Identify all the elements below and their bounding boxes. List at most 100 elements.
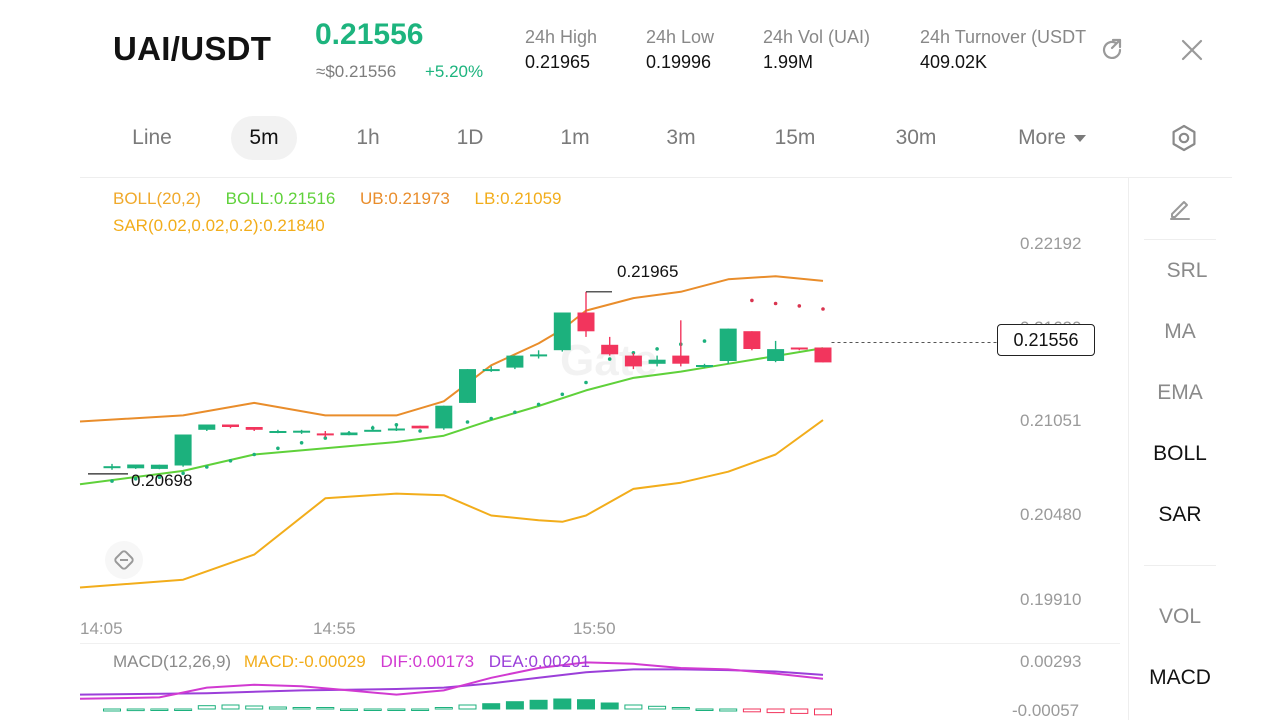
macd-histogram-bar — [766, 708, 785, 714]
candle-body — [387, 428, 405, 431]
settings-icon — [1172, 124, 1196, 152]
y-axis-label: 0.21051 — [1020, 411, 1082, 430]
macd-histogram-bar — [434, 707, 453, 710]
boll-upper-line — [79, 275, 824, 423]
drawing-tool-icon — [114, 550, 134, 570]
dea-value: DEA:0.00201 — [488, 652, 590, 671]
sidebar-item-ma[interactable]: MA — [1164, 320, 1196, 343]
stat-turnover-value: 409.02K — [920, 52, 988, 72]
sar-dot — [536, 402, 541, 407]
last-price: 0.21556 — [315, 18, 424, 51]
macd-histogram-bar — [742, 708, 761, 713]
macd-histogram-bar — [316, 707, 335, 710]
macd-histogram-bar — [671, 707, 690, 710]
macd-histogram-bar — [790, 708, 809, 714]
boll-mid-value: BOLL:0.21516 — [225, 189, 336, 208]
sar-dot — [821, 307, 825, 311]
macd-histogram-bar — [197, 705, 216, 710]
sar-dot — [276, 446, 280, 451]
candle-body — [103, 466, 121, 469]
sar-dot — [299, 441, 304, 445]
boll-lb-value: LB:0.21059 — [474, 189, 562, 208]
macd-histogram-bar — [648, 705, 667, 710]
y-axis-label: 0.22192 — [1020, 234, 1082, 253]
candle-body — [411, 425, 429, 429]
sar-dot — [702, 339, 707, 343]
tab-30m[interactable]: 30m — [895, 126, 937, 149]
share-button[interactable] — [1096, 34, 1128, 66]
sidebar-item-vol[interactable]: VOL — [1158, 605, 1202, 628]
chart-tool-button[interactable] — [105, 541, 143, 579]
boll-lower-line — [79, 419, 824, 589]
sidebar-divider — [1128, 178, 1129, 720]
macd-histogram-bar — [624, 704, 643, 710]
tab-15m[interactable]: 15m — [774, 126, 816, 149]
sar-dot — [631, 351, 636, 355]
candle-body — [364, 429, 382, 432]
caret-down-icon — [1073, 135, 1086, 142]
sar-dot — [228, 459, 233, 463]
sar-dot — [750, 298, 754, 303]
sidebar-separator — [1144, 565, 1216, 566]
candle-body — [577, 312, 595, 332]
macd-histogram-bar — [174, 708, 193, 711]
tab-5m[interactable]: 5m — [231, 116, 297, 160]
sidebar-item-srl[interactable]: SRL — [1166, 259, 1208, 282]
sar-dot — [181, 471, 185, 476]
candle-body — [696, 365, 713, 367]
macd-indicator-row: MACD(12,26,9) MACD:-0.00029 DIF:0.00173 … — [113, 652, 590, 672]
tabs-divider — [80, 177, 1232, 178]
candle-body — [814, 347, 832, 363]
draw-button[interactable] — [1162, 193, 1198, 223]
tab-3m[interactable]: 3m — [666, 126, 696, 149]
candle-body — [293, 430, 311, 433]
sar-dot — [323, 436, 328, 440]
boll-ub-value: UB:0.21973 — [360, 189, 450, 208]
macd-divider — [80, 643, 1120, 644]
macd-histogram-bar — [411, 708, 430, 711]
macd-histogram-bar — [814, 708, 832, 716]
tab-1m[interactable]: 1m — [560, 126, 590, 149]
sar-dot — [205, 465, 209, 469]
sar-dot — [157, 475, 162, 480]
sar-dot — [513, 410, 517, 415]
macd-y-label: 0.00293 — [1020, 652, 1082, 671]
macd-histogram-bar — [363, 708, 382, 711]
sidebar-item-ema[interactable]: EMA — [1157, 381, 1203, 404]
candle-body — [530, 354, 548, 357]
candle-body — [245, 427, 263, 430]
sar-dot — [773, 301, 778, 306]
candle-body — [743, 331, 761, 349]
macd-histogram-bar — [577, 699, 595, 710]
sidebar-item-macd[interactable]: MACD — [1149, 666, 1211, 689]
macd-histogram-bar — [221, 704, 240, 710]
candle-body — [459, 369, 476, 403]
tab-line[interactable]: Line — [132, 126, 172, 149]
candle-body — [174, 434, 192, 466]
boll-indicator-row: BOLL(20,2) BOLL:0.21516 UB:0.21973 LB:0.… — [113, 189, 582, 209]
pencil-icon — [1170, 201, 1190, 220]
close-button[interactable] — [1176, 34, 1208, 66]
tab-more[interactable]: More — [1008, 116, 1098, 160]
sidebar-item-boll[interactable]: BOLL — [1153, 442, 1207, 465]
macd-histogram-bar — [126, 708, 145, 712]
sar-dot — [110, 479, 114, 483]
chart-settings-button[interactable] — [1166, 120, 1202, 156]
x-axis-label: 15:50 — [573, 619, 616, 638]
close-icon — [1181, 39, 1203, 61]
price-change: +5.20% — [425, 62, 484, 81]
sar-dot — [797, 304, 802, 308]
tab-1h[interactable]: 1h — [356, 126, 380, 149]
candle-body — [672, 355, 690, 364]
candle-body — [790, 347, 808, 350]
candle-body — [506, 355, 524, 368]
tab-more-label: More — [1018, 126, 1066, 149]
y-axis-label: 0.20480 — [1020, 505, 1082, 524]
sidebar-item-sar[interactable]: SAR — [1158, 503, 1202, 526]
usd-price: ≈$0.21556 — [316, 62, 397, 81]
low-annotation: 0.20698 — [131, 471, 193, 490]
macd-histogram-bar — [695, 708, 714, 711]
tab-1d[interactable]: 1D — [456, 126, 484, 149]
share-icon — [1102, 38, 1122, 59]
